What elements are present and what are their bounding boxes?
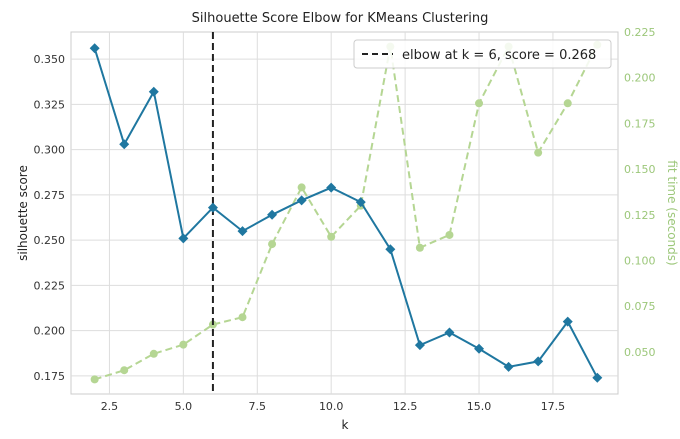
chart-title: Silhouette Score Elbow for KMeans Cluste… [192, 11, 489, 26]
y2-tick-label: 0.200 [624, 72, 656, 85]
x-axis-title: k [342, 418, 349, 432]
fit-time-line [94, 43, 599, 381]
silhouette-line [93, 47, 599, 379]
fit-time-point [563, 99, 572, 108]
fit-time-point [475, 99, 484, 108]
y-axis-title: silhouette score [16, 165, 30, 261]
y2-tick-label: 0.150 [624, 163, 656, 176]
x-tick-label: 2.5 [101, 400, 119, 413]
silhouette-point [385, 244, 396, 255]
fit-time-point [238, 313, 247, 322]
x-tick-label: 10.0 [319, 400, 344, 413]
silhouette-point [592, 372, 603, 383]
y-tick-label: 0.350 [34, 53, 66, 66]
fit-time-point [415, 243, 424, 252]
silhouette-point [533, 356, 544, 367]
silhouette-point [119, 139, 130, 150]
y2-tick-label: 0.050 [624, 346, 656, 359]
fit-time-point [149, 349, 158, 358]
silhouette-point [89, 43, 100, 54]
legend-box [353, 39, 612, 69]
fit-time-point [90, 375, 99, 384]
x-tick-label: 15.0 [467, 400, 492, 413]
y-tick-label: 0.275 [34, 189, 66, 202]
silhouette-point [178, 233, 189, 244]
y2-axis-title: fit time (seconds) [665, 160, 679, 265]
silhouette-point [148, 86, 159, 97]
fit-time-point [534, 148, 543, 157]
silhouette-point [267, 209, 278, 220]
plot-area [70, 31, 619, 395]
fit-time-point [297, 183, 306, 192]
y2-tick-label: 0.225 [624, 26, 656, 39]
x-tick-label: 7.5 [249, 400, 267, 413]
legend: elbow at k = 6, score = 0.268 [353, 39, 612, 69]
y-tick-label: 0.300 [34, 144, 66, 157]
y-tick-label: 0.250 [34, 234, 66, 247]
silhouette-point [503, 361, 514, 372]
silhouette-point [562, 316, 573, 327]
y2-tick-label: 0.125 [624, 209, 656, 222]
grid [71, 32, 618, 394]
x-tick-label: 5.0 [175, 400, 193, 413]
y-tick-label: 0.200 [34, 325, 66, 338]
y2-tick-label: 0.100 [624, 255, 656, 268]
fit-time-point [327, 232, 336, 241]
silhouette-point [474, 343, 485, 354]
y-tick-label: 0.175 [34, 370, 66, 383]
silhouette-point [414, 340, 425, 351]
tick-labels: 2.5 5.0 7.5 10.0 12.5 15.0 17.5 0.175 0.200 0.225… [34, 26, 656, 413]
x-tick-label: 17.5 [541, 400, 566, 413]
fit-time-point [268, 240, 277, 249]
fit-time-point [445, 230, 454, 239]
y-tick-label: 0.225 [34, 279, 66, 292]
fit-time-point [179, 340, 188, 349]
silhouette-point [207, 202, 218, 213]
legend-label-elbow: elbow at k = 6, score = 0.268 [402, 48, 596, 63]
silhouette-point [296, 195, 307, 206]
y2-tick-label: 0.175 [624, 117, 656, 130]
fit-time-point [120, 366, 129, 375]
y-tick-label: 0.325 [34, 98, 66, 111]
x-tick-label: 12.5 [393, 400, 418, 413]
silhouette-point [237, 226, 248, 237]
silhouette-point [355, 197, 366, 208]
y2-tick-label: 0.075 [624, 300, 656, 313]
silhouette-point [326, 182, 337, 193]
silhouette-point [444, 327, 455, 338]
